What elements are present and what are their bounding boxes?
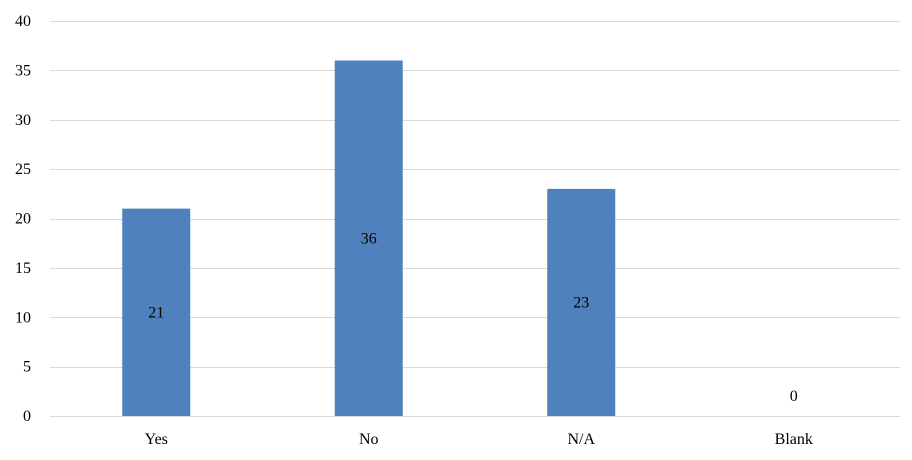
x-tick-label: No — [359, 431, 379, 448]
bars — [122, 60, 616, 416]
data-label: 23 — [573, 294, 589, 311]
data-label: 36 — [361, 230, 377, 247]
y-tick-label: 10 — [15, 309, 31, 326]
y-tick-label: 25 — [15, 161, 31, 178]
y-tick-label: 15 — [15, 260, 31, 277]
data-label: 21 — [148, 304, 164, 321]
x-tick-label: Blank — [775, 431, 813, 448]
bar-n-a — [547, 188, 616, 416]
data-label: 0 — [790, 388, 798, 405]
y-tick-label: 20 — [15, 211, 31, 228]
y-tick-label: 5 — [23, 359, 31, 376]
y-axis-ticks: 0 5 10 15 20 25 30 35 40 — [15, 13, 31, 425]
x-tick-label: Yes — [145, 431, 168, 448]
y-tick-label: 35 — [15, 62, 31, 79]
data-labels: 21 36 23 0 — [148, 230, 798, 405]
x-axis-ticks: Yes No N/A Blank — [145, 431, 813, 448]
bar-yes — [122, 208, 191, 416]
y-tick-label: 40 — [15, 13, 31, 30]
y-tick-label: 30 — [15, 112, 31, 129]
y-tick-label: 0 — [23, 408, 31, 425]
x-tick-label: N/A — [567, 431, 595, 448]
gridlines — [50, 21, 900, 417]
bar-no — [334, 60, 403, 416]
